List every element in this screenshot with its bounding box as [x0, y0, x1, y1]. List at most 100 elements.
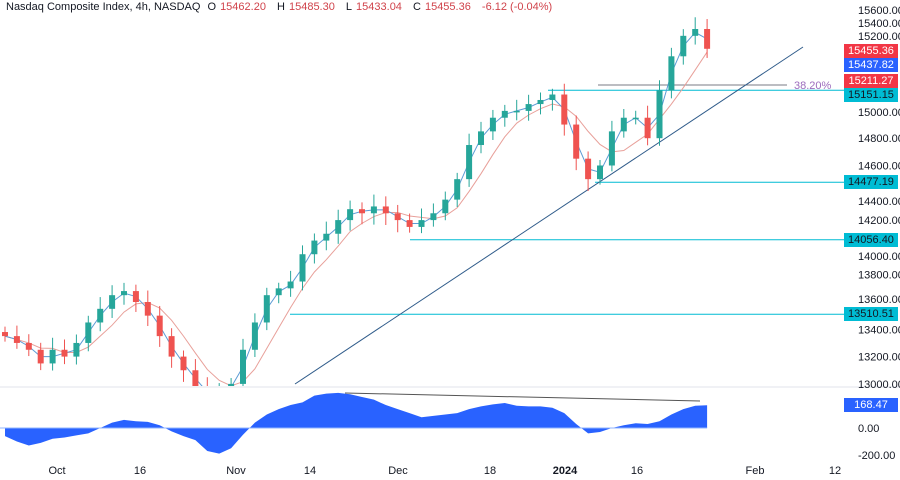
y-tick-label: 14400.00	[858, 196, 900, 208]
candle-body	[323, 233, 330, 241]
low-label: L	[345, 1, 353, 13]
candle-body	[180, 356, 187, 371]
candle-body	[680, 35, 687, 57]
candle-body	[37, 349, 44, 364]
candle-body	[370, 206, 377, 214]
candle-body	[489, 117, 496, 132]
x-tick-label: 16	[631, 465, 643, 477]
y-tick-label: 13200.00	[858, 352, 900, 364]
chart-header: Nasdaq Composite Index, 4h, NASDAQ O 1546…	[6, 1, 556, 13]
candle-body	[644, 117, 651, 139]
fib-label: 38.20%	[794, 80, 832, 92]
price-axis-label: 14056.40	[844, 233, 898, 247]
candle-body	[513, 110, 520, 113]
x-tick-label: Oct	[48, 465, 65, 477]
candle-body	[121, 291, 127, 296]
candle-body	[430, 213, 437, 221]
x-tick-label: 14	[304, 465, 316, 477]
price-axis-label: 15437.82	[844, 58, 898, 72]
price-axis-label: 15455.36	[844, 44, 898, 58]
price-axis-label: 15151.15	[844, 88, 898, 102]
candle-body	[61, 349, 68, 357]
y-tick-label: 15600.00	[858, 5, 900, 17]
candle-body	[501, 110, 508, 118]
candle-body	[228, 383, 235, 386]
candle-body	[597, 165, 603, 180]
candle-body	[549, 94, 556, 100]
candle-body	[49, 349, 56, 364]
y-tick-label: 14200.00	[858, 215, 900, 227]
candle-body	[656, 90, 663, 139]
x-tick-label: Nov	[226, 465, 246, 477]
candle-body	[275, 288, 282, 296]
candle-body	[454, 179, 461, 200]
candle-body	[73, 342, 80, 357]
oscillator-value-label: 168.47	[844, 398, 898, 412]
price-pane	[2, 17, 845, 398]
slow-moving-average	[4, 51, 708, 386]
oscillator-area	[5, 392, 708, 454]
candle-body	[251, 322, 258, 350]
symbol-title[interactable]: Nasdaq Composite Index, 4h, NASDAQ	[6, 1, 201, 13]
candle-body	[168, 336, 175, 357]
candle-body	[537, 99, 544, 105]
candle-body	[2, 332, 8, 337]
candle-body	[240, 349, 246, 384]
candle-body	[525, 104, 532, 111]
candle-body	[359, 209, 365, 214]
y-tick-label: 14800.00	[858, 133, 900, 145]
y-tick-label: 14000.00	[858, 251, 900, 263]
x-tick-label: 16	[134, 465, 146, 477]
candle-body	[561, 94, 568, 125]
close-label: C	[413, 1, 421, 13]
trendline	[294, 46, 804, 385]
x-tick-label: Feb	[746, 465, 765, 477]
open-value: 15462.20	[220, 1, 266, 13]
candle-body	[287, 281, 294, 289]
candle-body	[85, 322, 92, 343]
candle-body	[620, 117, 627, 132]
x-tick-label: 2024	[553, 465, 578, 477]
x-tick-label: 18	[484, 465, 496, 477]
candle-body	[382, 206, 389, 214]
x-tick-label: 12	[829, 465, 841, 477]
price-axis-label: 15211.27	[844, 74, 898, 88]
candle-body	[585, 158, 592, 180]
candle-body	[216, 391, 222, 398]
candle-body	[25, 342, 32, 350]
y-tick-label: 15400.00	[858, 18, 900, 30]
oscillator-divergence-line	[344, 392, 701, 402]
candle-body	[418, 220, 425, 227]
y-tick-label: 15200.00	[858, 31, 900, 43]
open-label: O	[207, 1, 217, 13]
candle-body	[132, 291, 139, 302]
candle-body	[192, 370, 199, 386]
candle-body	[347, 209, 354, 221]
candle-body	[263, 295, 270, 323]
y-tick-label: 13400.00	[858, 324, 900, 336]
fast-moving-average	[4, 31, 708, 386]
y-tick-label: 13000.00	[858, 379, 900, 391]
high-label: H	[277, 1, 285, 13]
candle-body	[692, 29, 699, 36]
candle-body	[478, 131, 484, 146]
candle-body	[204, 387, 210, 398]
candle-body	[156, 315, 163, 337]
close-value: 15455.36	[424, 1, 471, 13]
candle-body	[704, 29, 711, 49]
candle-body	[311, 240, 318, 255]
candle-body	[144, 302, 151, 316]
candle-body	[394, 213, 401, 221]
price-axis-label: 14477.19	[844, 175, 898, 189]
y-tick-label: 13800.00	[858, 270, 900, 282]
y-tick-label: 15000.00	[858, 107, 900, 119]
candle-body	[442, 199, 449, 214]
candle-body	[608, 131, 615, 166]
candle-body	[335, 220, 342, 234]
osc-y-tick-label: -200.00	[858, 450, 895, 462]
candle-body	[406, 220, 413, 227]
candle-body	[573, 124, 580, 159]
candle-body	[668, 56, 675, 91]
